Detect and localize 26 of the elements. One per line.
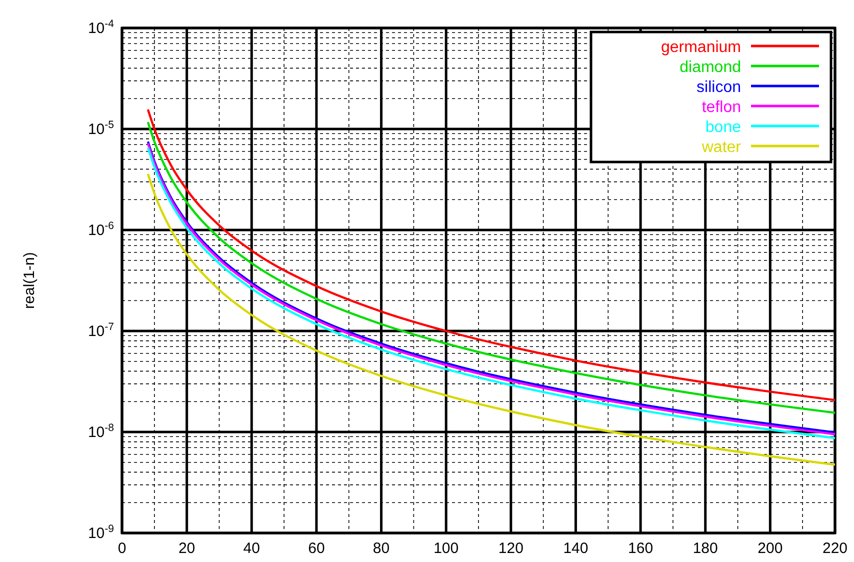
- x-tick-label: 120: [498, 540, 524, 557]
- x-tick-label: 80: [372, 540, 390, 557]
- line-series: [146, 172, 836, 466]
- y-tick-label: 10$^{-7}$: [88, 321, 114, 340]
- legend-label: teflon: [702, 99, 741, 116]
- y-tick-label: 10$^{-5}$: [88, 119, 114, 138]
- legend-label: water: [700, 139, 742, 156]
- x-tick-label: 220: [822, 540, 848, 557]
- legend-label: diamond: [680, 59, 741, 76]
- x-tick-label: 60: [308, 540, 325, 557]
- y-tick-label: 10$^{-9}$: [88, 523, 114, 542]
- x-tick-label: 140: [563, 540, 588, 557]
- y-axis-title: real(1-n): [21, 252, 38, 309]
- x-tick-label: 160: [628, 540, 654, 557]
- legend-label: silicon: [696, 79, 741, 96]
- x-tick-label: 200: [758, 540, 783, 557]
- x-tick-label: 100: [434, 540, 459, 557]
- legend-label: germanium: [660, 39, 741, 56]
- y-tick-label: 10$^{-6}$: [88, 220, 114, 239]
- x-tick-label: 0: [118, 540, 126, 557]
- x-tick-label: 40: [243, 540, 260, 557]
- y-tick-label: 10$^{-4}$: [88, 18, 114, 37]
- x-tick-label: 20: [178, 540, 196, 557]
- x-tick-label: 180: [692, 540, 718, 557]
- y-tick-label: 10$^{-8}$: [88, 422, 114, 441]
- legend-label: bone: [705, 119, 742, 136]
